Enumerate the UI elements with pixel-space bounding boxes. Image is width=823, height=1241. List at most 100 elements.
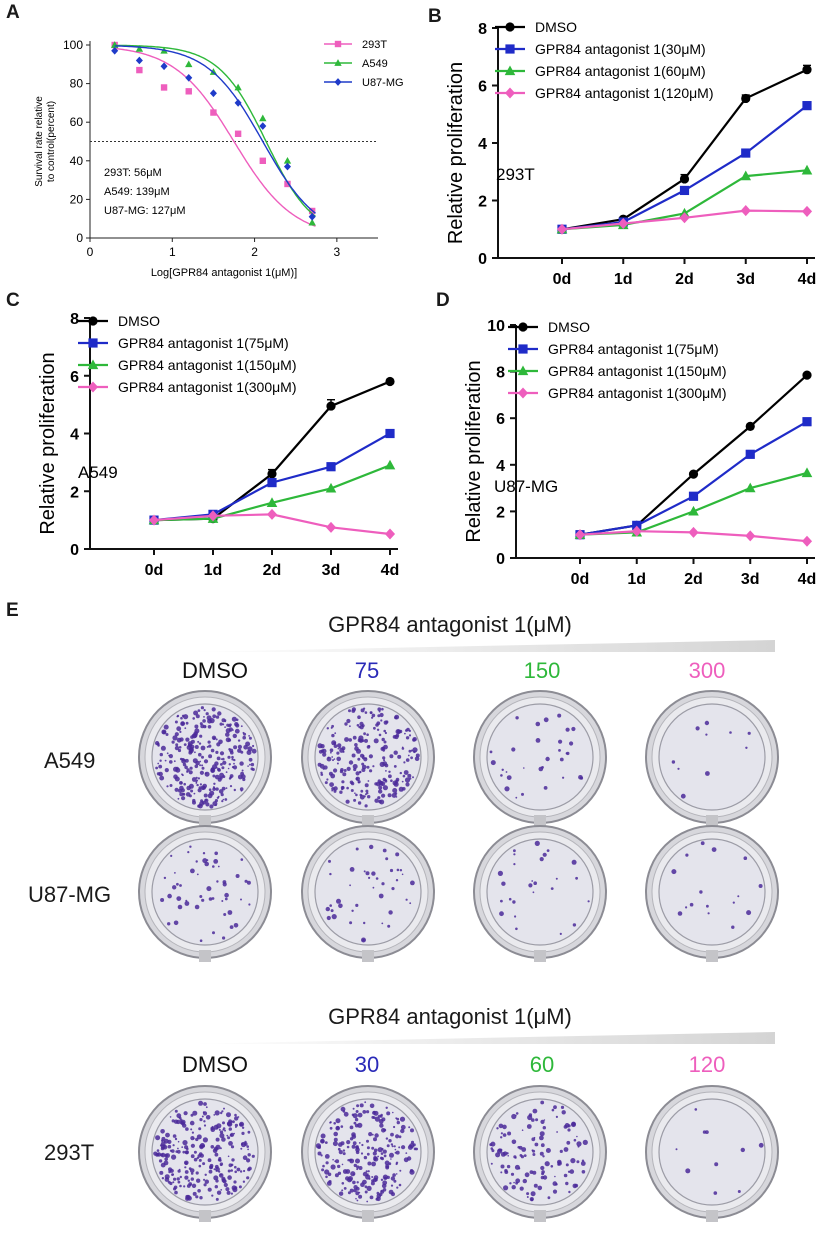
stained-colony xyxy=(349,921,353,925)
stained-colony xyxy=(394,792,398,795)
stained-colony xyxy=(222,723,225,726)
stained-colony xyxy=(395,779,399,783)
x-tick-label: 0d xyxy=(553,271,572,288)
stained-colony xyxy=(587,900,590,903)
stained-colony xyxy=(388,770,391,773)
cell-line-label: 293T xyxy=(496,165,535,184)
legend-label: DMSO xyxy=(548,319,590,335)
stained-colony xyxy=(202,1111,208,1116)
stained-colony xyxy=(194,751,196,754)
stained-colony xyxy=(535,738,541,743)
stained-colony xyxy=(199,783,202,786)
stained-colony xyxy=(317,762,322,767)
stained-colony xyxy=(206,745,209,748)
stained-colony xyxy=(361,937,366,943)
stained-colony xyxy=(369,1195,374,1200)
data-point xyxy=(384,459,396,470)
stained-colony xyxy=(378,785,383,790)
panel-letter-b: B xyxy=(428,6,442,27)
stained-colony xyxy=(508,897,512,901)
stained-colony xyxy=(239,1170,243,1173)
data-point xyxy=(556,223,568,235)
stained-colony xyxy=(329,872,332,876)
stained-colony xyxy=(543,1119,546,1121)
stained-colony xyxy=(334,1173,339,1178)
stained-colony xyxy=(527,1114,533,1121)
stained-colony xyxy=(491,1149,495,1153)
stained-colony xyxy=(214,1152,219,1157)
data-point xyxy=(284,180,291,188)
stained-colony xyxy=(379,712,384,718)
stained-colony xyxy=(392,1111,394,1114)
stained-colony xyxy=(546,849,550,852)
stained-colony xyxy=(567,1124,571,1128)
culture-plate xyxy=(138,825,272,962)
stained-colony xyxy=(383,1128,387,1132)
stained-colony xyxy=(320,773,324,776)
stained-colony xyxy=(356,1181,359,1184)
stained-colony xyxy=(165,733,169,736)
legend-label: GPR84 antagonist 1(60μM) xyxy=(535,63,706,79)
stained-colony xyxy=(405,782,410,787)
legend-label: GPR84 antagonist 1(75μM) xyxy=(118,335,289,351)
stained-colony xyxy=(333,1122,337,1125)
stained-colony xyxy=(161,1177,165,1180)
stained-colony xyxy=(569,741,574,746)
stained-colony xyxy=(747,731,751,735)
stained-colony xyxy=(243,1169,246,1173)
stained-colony xyxy=(358,1166,363,1170)
stained-colony xyxy=(361,762,365,766)
stained-colony xyxy=(214,851,218,856)
stained-colony xyxy=(363,1155,368,1160)
stained-colony xyxy=(219,1130,224,1134)
stained-colony xyxy=(336,751,340,755)
stained-colony xyxy=(402,774,406,778)
stained-colony xyxy=(219,722,223,726)
stained-colony xyxy=(396,1120,400,1125)
stained-colony xyxy=(523,1154,527,1157)
stained-colony xyxy=(219,772,225,778)
stained-colony xyxy=(571,726,576,732)
stained-colony xyxy=(197,804,201,808)
stained-colony xyxy=(184,1161,188,1165)
stained-colony xyxy=(243,745,248,750)
legend-marker xyxy=(504,87,516,99)
plate-tab xyxy=(362,950,374,962)
colony-plates xyxy=(138,690,779,1222)
stained-colony xyxy=(381,707,384,711)
stained-colony xyxy=(531,880,534,882)
stained-colony xyxy=(372,1177,378,1183)
stained-colony xyxy=(511,1113,517,1120)
stained-colony xyxy=(172,1144,175,1147)
stained-colony xyxy=(174,1137,178,1141)
stained-colony xyxy=(317,1151,322,1156)
stained-colony xyxy=(371,1133,374,1136)
x-tick-label: 1d xyxy=(204,562,223,579)
stained-colony xyxy=(212,1148,218,1153)
stained-colony xyxy=(164,1174,170,1180)
stained-colony xyxy=(219,776,223,780)
stained-colony xyxy=(513,1181,515,1184)
stained-colony xyxy=(364,738,368,743)
stained-colony xyxy=(185,721,189,725)
legend-marker xyxy=(334,59,342,66)
stained-colony xyxy=(404,777,411,783)
stained-colony xyxy=(507,1131,512,1136)
stained-colony xyxy=(328,1180,332,1184)
stained-colony xyxy=(542,1155,545,1158)
stained-colony xyxy=(500,1132,503,1135)
stained-colony xyxy=(185,899,188,902)
stained-colony xyxy=(343,1111,349,1117)
stained-colony xyxy=(551,1108,555,1112)
data-point xyxy=(802,65,812,75)
stained-colony xyxy=(364,793,367,796)
stained-colony xyxy=(333,789,337,793)
stained-colony xyxy=(190,789,194,793)
stained-colony xyxy=(233,758,236,762)
x-tick-label: 0 xyxy=(87,245,94,259)
stained-colony xyxy=(511,1139,517,1145)
stained-colony xyxy=(203,1124,207,1127)
chart-panel-c: 0 2 4 6 8 0d 1d 2d 3d 4d Relative proliferation A54… xyxy=(37,311,399,579)
legend-marker xyxy=(334,40,342,48)
stained-colony xyxy=(513,849,516,853)
